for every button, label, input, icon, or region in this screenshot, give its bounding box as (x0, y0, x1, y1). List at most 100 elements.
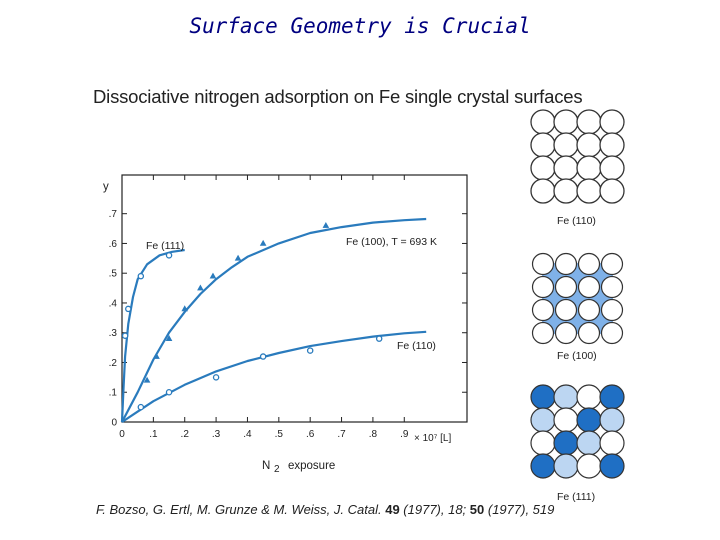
atom-fe100 (600, 298, 624, 322)
data-point-fe100 (143, 376, 151, 383)
atom-fe111 (599, 407, 625, 433)
series-line-fe110 (121, 330, 427, 423)
atom-fe110 (530, 178, 556, 204)
atom-fe110 (576, 132, 602, 158)
y-axis-label: y (103, 181, 109, 193)
atom-fe100 (554, 321, 578, 345)
atom-fe100 (531, 321, 555, 345)
plot-frame (121, 174, 468, 423)
atom-fe110 (599, 155, 625, 181)
x-tick-label: .1 (149, 429, 158, 440)
atom-fe111 (576, 453, 602, 479)
data-point-fe111 (137, 272, 145, 280)
y-tick-label: .6 (109, 239, 118, 250)
atom-fe110 (576, 178, 602, 204)
y-tick-label: .3 (109, 328, 118, 339)
atom-fe111 (553, 384, 579, 410)
atom-fe111 (576, 430, 602, 456)
data-point-fe111 (165, 252, 173, 259)
atom-fe100 (600, 252, 624, 276)
atom-fe100 (554, 275, 578, 299)
x-axis-label-rest: exposure (288, 460, 335, 472)
x-axis-label-main: N (262, 460, 270, 472)
atom-fe111 (599, 430, 625, 456)
x-tick-label: .4 (243, 429, 252, 440)
series-label-fe110: Fe (110) (397, 340, 436, 352)
atom-fe111 (530, 430, 556, 456)
data-point-fe100 (259, 239, 267, 246)
citation: F. Bozso, G. Ertl, M. Grunze & M. Weiss,… (96, 502, 555, 517)
atom-fe100 (577, 321, 601, 345)
atom-fe100 (554, 298, 578, 322)
data-point-fe110 (165, 388, 173, 396)
atom-fe100 (577, 275, 601, 299)
x-axis-label-subscript: 2 (274, 464, 280, 475)
x-axis-unit-label: × 10⁷ [L] (414, 433, 451, 444)
surface-label-fe111: Fe (111) (557, 491, 595, 503)
data-point-fe110 (259, 353, 267, 360)
figure-title: Dissociative nitrogen adsorption on Fe s… (93, 86, 583, 107)
atom-fe110 (599, 178, 625, 204)
data-point-fe110 (212, 374, 220, 381)
series-line-fe100 (121, 217, 427, 423)
x-tick-label: .8 (369, 429, 378, 440)
atom-fe100 (600, 275, 624, 299)
y-tick-label: .1 (109, 388, 118, 399)
atom-fe111 (553, 407, 579, 433)
data-point-fe100 (181, 305, 189, 312)
y-tick-label: .7 (109, 209, 118, 220)
atom-fe110 (553, 178, 579, 204)
series-label-fe111: Fe (111) (146, 240, 184, 252)
atom-fe110 (530, 155, 556, 181)
data-point-fe110 (375, 335, 383, 342)
atom-fe111 (530, 407, 556, 433)
atom-fe111 (576, 384, 602, 410)
atom-fe110 (530, 109, 556, 135)
x-tick-label: .9 (400, 429, 409, 440)
data-point-fe100 (197, 284, 204, 291)
atom-fe111 (599, 453, 625, 479)
atom-fe100 (554, 252, 578, 276)
data-point-fe100 (234, 254, 242, 261)
data-point-fe100 (165, 335, 173, 341)
atom-fe111 (553, 430, 579, 456)
atom-fe110 (530, 132, 556, 158)
x-tick-label: .6 (306, 429, 315, 440)
atom-fe110 (576, 109, 602, 135)
x-tick-label: .2 (181, 429, 190, 440)
y-tick-label: .2 (109, 358, 118, 369)
data-point-fe111 (121, 332, 129, 339)
atom-fe100 (600, 321, 624, 345)
atom-fe110 (576, 155, 602, 181)
atom-fe100 (577, 298, 601, 322)
y-tick-label: .4 (109, 298, 118, 309)
data-point-fe110 (306, 347, 314, 354)
data-point-fe110 (137, 403, 145, 411)
atom-fe100 (531, 275, 555, 299)
x-tick-label: .3 (212, 429, 221, 440)
atom-fe110 (553, 132, 579, 158)
atom-fe110 (599, 132, 625, 158)
data-point-fe100 (209, 272, 217, 279)
atom-fe111 (530, 453, 556, 479)
surface-label-fe100: Fe (100) (557, 350, 597, 362)
data-point-fe111 (125, 305, 132, 313)
atom-fe110 (599, 109, 625, 135)
atom-fe110 (553, 155, 579, 181)
y-tick-label: 0 (111, 418, 117, 429)
data-point-fe100 (153, 352, 160, 359)
y-tick-label: .5 (109, 269, 118, 280)
atom-fe111 (553, 453, 579, 479)
x-tick-label: .5 (275, 429, 284, 440)
atom-fe111 (530, 384, 556, 410)
surface-label-fe110: Fe (110) (557, 215, 596, 227)
x-tick-label: 0 (119, 429, 125, 440)
series-label-fe100: Fe (100), T = 693 K (346, 236, 437, 248)
atom-fe100 (531, 252, 555, 276)
series-line-fe111 (120, 248, 185, 423)
atom-fe100 (531, 298, 555, 322)
atom-fe111 (599, 384, 625, 410)
x-tick-label: .7 (337, 429, 346, 440)
atom-fe110 (553, 109, 579, 135)
